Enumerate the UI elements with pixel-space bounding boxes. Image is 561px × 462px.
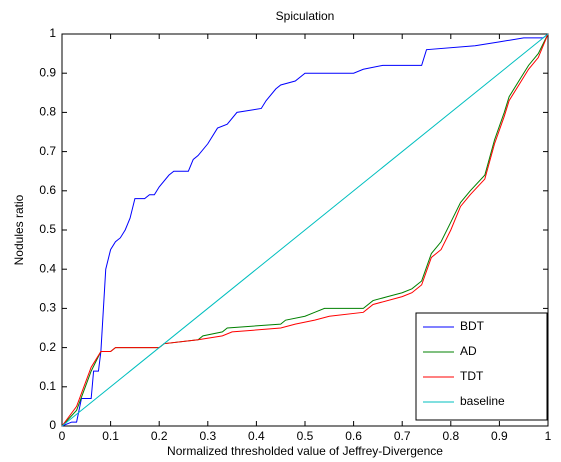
y-tick-label: 0.3: [39, 301, 56, 315]
y-tick-label: 0.8: [39, 105, 56, 119]
y-axis-label: Nodules ratio: [12, 194, 26, 265]
chart-title: Spiculation: [276, 9, 335, 23]
series-line: [61, 33, 549, 427]
y-tick-label: 0.7: [39, 144, 56, 158]
y-tick-label: 0.9: [39, 65, 56, 79]
y-tick-label: 0.5: [39, 222, 56, 236]
x-tick-label: 0: [59, 429, 66, 443]
legend-label: AD: [460, 344, 477, 358]
x-tick-label: 0.6: [345, 429, 362, 443]
y-tick-label: 0: [49, 418, 56, 432]
x-tick-label: 0.2: [151, 429, 168, 443]
y-tick-label: 0.6: [39, 183, 56, 197]
y-tick-label: 0.1: [39, 379, 56, 393]
x-tick-label: 0.7: [394, 429, 411, 443]
y-tick-label: 0.4: [39, 261, 56, 275]
legend-label: baseline: [460, 394, 505, 408]
y-tick-label: 1: [49, 26, 56, 40]
x-tick-label: 0.5: [297, 429, 314, 443]
x-tick-label: 0.8: [442, 429, 459, 443]
y-tick-label: 0.2: [39, 340, 56, 354]
x-tick-label: 0.4: [248, 429, 265, 443]
legend-label: BDT: [460, 319, 485, 333]
x-tick-label: 0.9: [491, 429, 508, 443]
x-tick-label: 1: [545, 429, 552, 443]
x-axis-label: Normalized thresholded value of Jeffrey-…: [167, 444, 443, 458]
series-line: [61, 33, 549, 427]
x-tick-label: 0.1: [102, 429, 119, 443]
series-line: [61, 33, 549, 427]
legend-label: TDT: [460, 369, 484, 383]
x-tick-label: 0.3: [199, 429, 216, 443]
legend: BDT AD TDT baseline: [415, 312, 548, 421]
